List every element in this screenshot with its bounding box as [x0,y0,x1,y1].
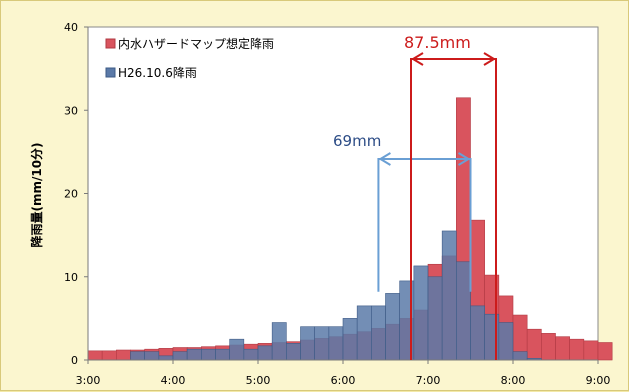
bar-hazard-2 [116,349,131,361]
legend-label-hazard: 内水ハザードマップ想定降雨 [118,36,274,51]
bar-h26-15 [300,326,315,361]
bar-h26-29 [498,322,514,361]
bar-hazard-33 [555,336,570,361]
arrowhead-69mm-left [378,152,391,166]
x-tick-label: 7:00 [416,374,441,387]
bar-h26-20 [371,305,386,361]
annotation-87-5mm-label: 87.5mm [404,33,471,52]
y-tick-label: 0 [71,354,78,367]
bar-h26-4 [144,351,160,361]
bar-h26-23 [413,265,429,361]
bar-h26-14 [286,343,301,361]
y-axis-label: 降雨量(mm/10分) [29,142,44,247]
bar-h26-25 [441,230,457,361]
x-tick-label: 8:00 [501,374,526,387]
x-tick-label: 5:00 [246,374,271,387]
arrowhead-87-5mm-left [411,52,424,66]
x-tick-label: 4:00 [161,374,186,387]
series-h26-bars [130,230,542,361]
x-tick-label: 6:00 [331,374,356,387]
bar-h26-11 [243,348,259,361]
bar-h26-10 [229,338,245,361]
bar-h26-6 [172,351,188,361]
bar-h26-3 [130,351,145,361]
legend-swatch-h26 [105,67,116,78]
bar-hazard-32 [541,333,556,361]
arrowhead-69mm-right [457,152,471,166]
annotation-69mm-label: 69mm [333,132,381,150]
x-tick-label: 9:00 [586,374,611,387]
bar-h26-12 [257,345,273,361]
bar-h26-17 [328,326,344,361]
bar-h26-8 [201,348,216,361]
bar-h26-9 [215,348,230,361]
bar-h26-21 [385,293,400,361]
x-tick-labels: 3:00 4:00 5:00 6:00 7:00 8:00 9:00 [76,360,611,387]
bar-hazard-31 [526,328,542,361]
bar-hazard-1 [101,350,117,361]
bar-h26-7 [186,348,202,361]
legend-swatch-hazard [105,38,116,49]
bar-h26-30 [512,351,528,361]
bar-hazard-35 [583,340,599,361]
bar-h26-5 [158,355,174,361]
y-tick-label: 20 [64,188,78,201]
bar-hazard-0 [87,350,103,361]
x-tick-label: 3:00 [76,374,101,387]
legend: 内水ハザードマップ想定降雨 H26.10.6降雨 [105,36,274,80]
bar-h26-18 [342,318,358,361]
arrowhead-87-5mm-right [483,52,496,66]
bar-hazard-36 [597,342,613,361]
bar-hazard-34 [569,338,585,361]
bracket-87-5mm [410,58,497,360]
bar-h26-16 [314,326,330,361]
annotation-87-5mm-bracket [410,52,497,360]
y-tick-labels: 0 10 20 30 40 [64,21,88,367]
y-tick-label: 40 [64,21,78,34]
y-tick-label: 30 [64,104,78,117]
annotation-69mm-bracket [377,152,472,292]
bar-h26-19 [356,305,372,361]
bar-h26-13 [271,322,287,361]
bar-h26-24 [427,276,443,361]
bar-h26-26 [456,261,471,361]
y-tick-label: 10 [64,271,78,284]
legend-label-h26: H26.10.6降雨 [118,66,197,80]
bar-h26-27 [470,305,485,361]
